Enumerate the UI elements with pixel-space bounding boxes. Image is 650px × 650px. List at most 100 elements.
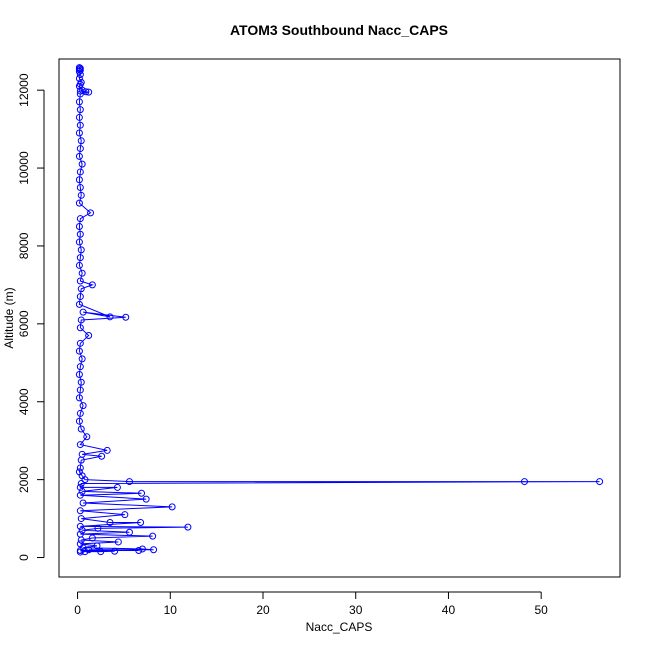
data-point	[75, 261, 83, 269]
y-tick-label: 0	[17, 554, 31, 561]
data-point	[88, 534, 96, 542]
data-point	[94, 524, 102, 532]
data-point	[87, 209, 95, 217]
data-point	[77, 137, 85, 145]
x-tick-label: 20	[256, 603, 270, 617]
data-point	[103, 446, 111, 454]
data-point	[76, 363, 84, 371]
y-tick-label: 6000	[17, 310, 31, 337]
chart-title: ATOM3 Southbound Nacc_CAPS	[230, 22, 448, 38]
data-point	[520, 478, 528, 486]
data-point	[79, 402, 87, 410]
data-point	[75, 394, 83, 402]
data-point	[75, 129, 83, 137]
y-tick-label: 8000	[17, 232, 31, 259]
data-point	[75, 238, 83, 246]
data-point	[85, 546, 93, 554]
data-point	[76, 522, 84, 530]
data-point	[113, 483, 121, 491]
y-axis: 0 2000 4000 6000 8000 10000 12000	[17, 73, 45, 561]
data-point	[125, 478, 133, 486]
data-point	[97, 548, 105, 556]
data-point	[76, 184, 84, 192]
data-point	[78, 160, 86, 168]
data-point	[78, 487, 86, 495]
data-point	[75, 113, 83, 121]
y-tick-label: 12000	[17, 73, 31, 107]
data-point	[81, 476, 89, 484]
data-point	[77, 515, 85, 523]
data-point	[75, 199, 83, 207]
data-point	[77, 285, 85, 293]
data-point	[76, 145, 84, 153]
data-point	[184, 523, 192, 531]
data-point	[75, 347, 83, 355]
data-point	[77, 246, 85, 254]
data-point	[85, 88, 93, 96]
data-point	[77, 456, 85, 464]
data-point	[76, 324, 84, 332]
x-tick-label: 10	[164, 603, 178, 617]
data-point	[106, 313, 114, 321]
data-point	[596, 478, 604, 486]
data-point	[77, 480, 85, 488]
data-point	[76, 106, 84, 114]
data-point	[78, 526, 86, 534]
data-point	[75, 67, 83, 75]
data-point	[79, 308, 87, 316]
data-point	[85, 332, 93, 340]
data-point	[75, 417, 83, 425]
data-point	[138, 545, 146, 553]
data-point	[168, 503, 176, 511]
data-point	[76, 254, 84, 262]
data-point	[111, 547, 119, 555]
x-tick-label: 0	[74, 603, 81, 617]
data-point	[76, 491, 84, 499]
data-point	[75, 370, 83, 378]
data-point	[125, 528, 133, 536]
data-point	[76, 71, 84, 79]
data-point	[76, 121, 84, 129]
data-point	[93, 542, 101, 550]
data-point	[121, 511, 129, 519]
data-point	[76, 230, 84, 238]
y-tick-label: 2000	[17, 466, 31, 493]
data-point	[81, 548, 89, 556]
data-point	[83, 433, 91, 441]
data-point	[79, 499, 87, 507]
x-tick-label: 50	[535, 603, 549, 617]
plot-area-frame	[58, 58, 621, 578]
y-tick-label: 4000	[17, 388, 31, 415]
data-point	[75, 300, 83, 308]
data-point	[76, 90, 84, 98]
data-point	[76, 507, 84, 515]
data-point	[77, 425, 85, 433]
data-point	[77, 191, 85, 199]
data-point	[75, 176, 83, 184]
data-point	[76, 441, 84, 449]
data-point	[122, 313, 130, 321]
data-point	[76, 548, 84, 556]
data-point	[98, 452, 106, 460]
data-point	[149, 532, 157, 540]
series-line	[78, 67, 600, 553]
data-point	[75, 222, 83, 230]
data-point	[78, 269, 86, 277]
data-point	[76, 215, 84, 223]
data-point	[76, 483, 84, 491]
data-point	[76, 386, 84, 394]
x-axis: 0 10 20 30 40 50	[74, 591, 549, 617]
series-layer	[75, 64, 604, 556]
data-point	[76, 464, 84, 472]
data-point	[76, 339, 84, 347]
data-point	[76, 277, 84, 285]
x-tick-label: 40	[442, 603, 456, 617]
data-point	[114, 538, 122, 546]
data-point	[77, 536, 85, 544]
data-point	[78, 355, 86, 363]
data-point	[150, 546, 158, 554]
data-point	[88, 281, 96, 289]
data-point	[137, 518, 145, 526]
data-point	[77, 378, 85, 386]
